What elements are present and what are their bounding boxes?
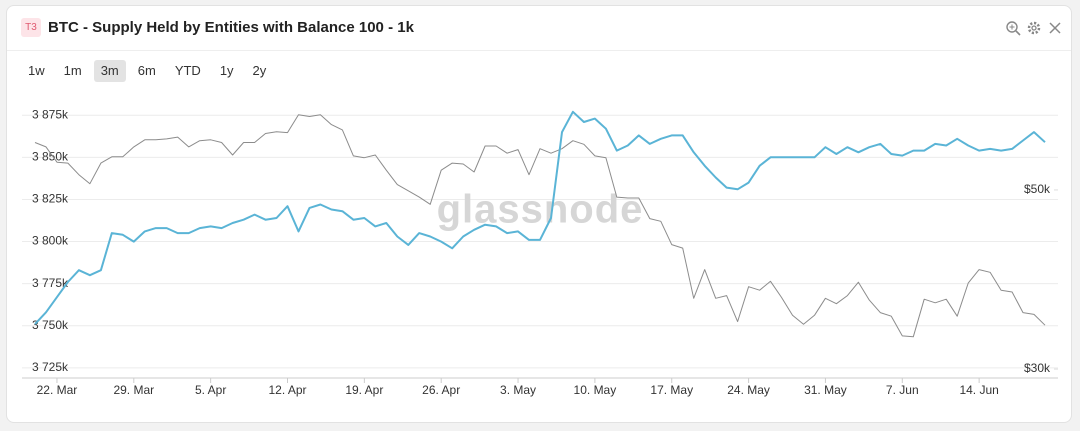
badge: T3 (21, 18, 41, 37)
x-tick-label: 5. Apr (195, 383, 226, 397)
x-tick-label: 24. May (727, 383, 770, 397)
x-tick-label: 7. Jun (886, 383, 919, 397)
x-tick-label: 3. May (500, 383, 536, 397)
y-tick-label: 3 800k (32, 234, 69, 248)
y-tick-label: 3 725k (32, 360, 69, 374)
close-icon[interactable] (1047, 20, 1063, 36)
x-tick-label: 14. Jun (959, 383, 998, 397)
card: T3 BTC - Supply Held by Entities with Ba… (6, 5, 1072, 423)
y2-tick-label: $30k (1024, 361, 1051, 375)
y-tick-label: 3 875k (32, 107, 69, 121)
settings-icon[interactable] (1026, 20, 1042, 36)
y-tick-label: 3 825k (32, 192, 69, 206)
x-tick-label: 19. Apr (345, 383, 383, 397)
y-tick-label: 3 850k (32, 149, 69, 163)
series-line (34, 114, 1046, 338)
range-button[interactable]: 1y (219, 63, 234, 78)
range-button[interactable]: 6m (137, 63, 156, 78)
range-button[interactable]: YTD (174, 63, 201, 78)
zoom-icon[interactable] (1005, 20, 1021, 36)
watermark: glassnode (437, 188, 644, 232)
series-line (34, 110, 1046, 325)
range-button[interactable]: 1w (28, 63, 45, 78)
x-tick-label: 10. May (574, 383, 617, 397)
x-tick-label: 12. Apr (268, 383, 306, 397)
range-button[interactable]: 2y (252, 63, 267, 78)
y2-tick-label: $50k (1024, 182, 1051, 196)
x-tick-label: 17. May (650, 383, 693, 397)
range-button[interactable]: 3m (93, 60, 126, 82)
y-tick-label: 3 750k (32, 318, 69, 332)
x-tick-label: 26. Apr (422, 383, 460, 397)
x-tick-label: 29. Mar (113, 383, 154, 397)
header: T3 BTC - Supply Held by Entities with Ba… (7, 6, 1071, 51)
y-tick-label: 3 775k (32, 276, 69, 290)
x-tick-label: 22. Mar (37, 383, 78, 397)
title: BTC - Supply Held by Entities with Balan… (48, 19, 414, 36)
range-button[interactable]: 1m (63, 63, 82, 78)
range-selector: 1w 1m 3m 6m YTD 1y 2y (21, 60, 273, 82)
x-tick-label: 31. May (804, 383, 847, 397)
